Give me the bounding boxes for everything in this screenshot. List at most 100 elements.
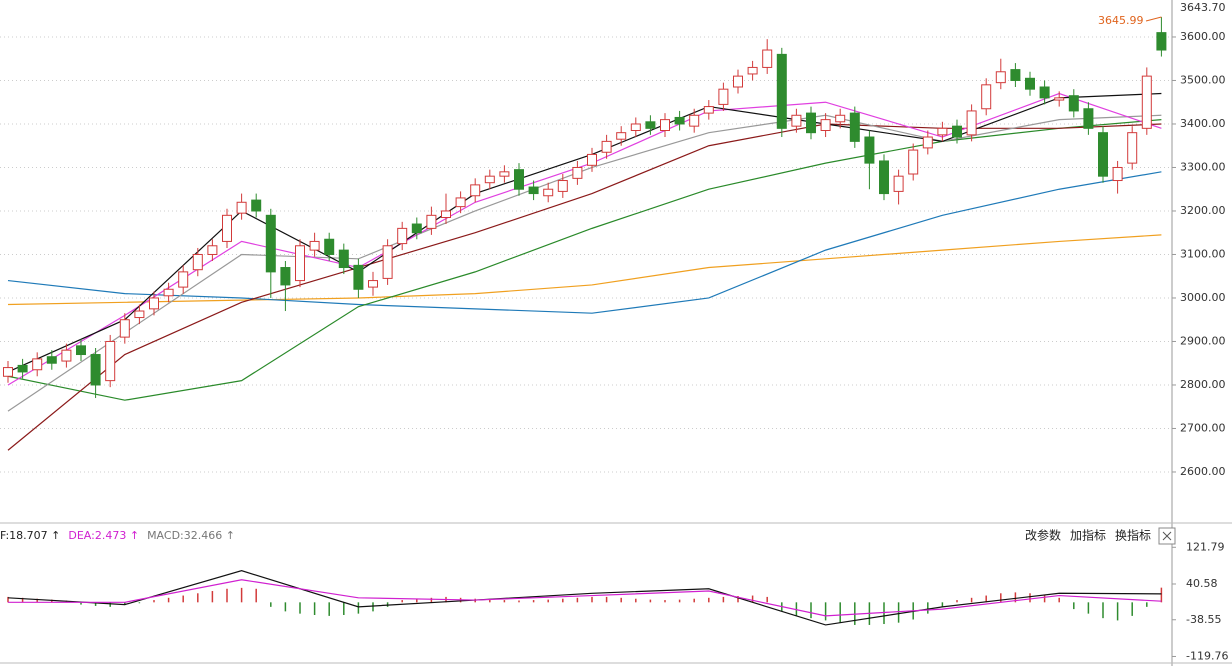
candle-body — [703, 106, 714, 114]
macd-legend: DEA:2.473 ↑ — [68, 529, 139, 542]
candle-body — [382, 245, 393, 279]
candle-body — [324, 238, 335, 255]
indicator-button[interactable]: 改参数 — [1025, 528, 1061, 543]
candle-body — [1039, 86, 1050, 99]
candle-body — [630, 123, 641, 131]
y-tick-label: 2700.00 — [1180, 421, 1226, 434]
candle-body — [864, 136, 875, 164]
candle-body — [1156, 32, 1167, 51]
candle-body — [762, 49, 773, 68]
candle-body — [178, 271, 189, 288]
candle-body — [163, 288, 174, 297]
candle-body — [908, 149, 919, 175]
candle-body — [601, 140, 612, 153]
y-tick-label: 3400.00 — [1180, 117, 1226, 130]
candle-body — [1112, 166, 1123, 182]
candle-body — [995, 71, 1006, 84]
candle-body — [149, 297, 159, 310]
candle-body — [499, 171, 510, 177]
candle-body — [1098, 132, 1108, 177]
candle-body — [76, 345, 86, 356]
ma-line — [7, 123, 1162, 451]
candle-body — [674, 116, 685, 125]
candle-body — [543, 188, 554, 197]
candle-body — [733, 75, 743, 88]
candle-body — [17, 364, 28, 373]
candle-body — [528, 186, 539, 195]
y-tick-label: 3200.00 — [1180, 204, 1226, 217]
candle-body — [572, 166, 583, 179]
y-tick-label: 3500.00 — [1180, 73, 1226, 86]
candle-body — [236, 201, 247, 214]
candle-body — [791, 114, 802, 127]
candle-body — [981, 84, 992, 110]
y-tick-label: 2900.00 — [1180, 334, 1226, 347]
y-tick-label: -119.76 — [1186, 649, 1228, 662]
candle-body — [222, 214, 232, 242]
candle-body — [937, 127, 948, 136]
annotation: 3645.99 — [1098, 14, 1144, 27]
candle-body — [893, 175, 904, 192]
candle-body — [616, 132, 627, 140]
candle-body — [32, 358, 43, 371]
ma-line — [7, 119, 1162, 401]
candle-body — [90, 354, 101, 386]
candle-body — [353, 264, 364, 290]
top-price-label: 3643.70 — [1180, 1, 1226, 14]
candle-body — [747, 66, 758, 75]
candle-body — [689, 114, 700, 127]
candle-body — [397, 227, 408, 245]
candle-body — [265, 214, 276, 273]
candle-body — [251, 199, 262, 212]
candle-body — [1083, 108, 1094, 129]
y-tick-label: 121.79 — [1186, 540, 1225, 553]
close-icon — [1162, 531, 1172, 541]
candle-body — [966, 110, 977, 136]
candle-body — [952, 125, 962, 138]
candle-body — [1141, 75, 1152, 129]
candle-body — [922, 136, 933, 149]
candle-body — [338, 249, 349, 269]
candle-body — [835, 114, 846, 123]
candle-body — [119, 319, 130, 338]
y-tick-label: 3600.00 — [1180, 30, 1226, 43]
candle-body — [207, 245, 218, 255]
y-tick-label: 3000.00 — [1180, 291, 1226, 304]
candle-body — [660, 119, 670, 131]
y-tick-label: 3300.00 — [1180, 160, 1226, 173]
candle-body — [441, 210, 451, 219]
y-tick-label: -38.55 — [1186, 613, 1221, 626]
ma-line — [7, 234, 1162, 306]
candle-body — [587, 153, 597, 166]
candle-body — [776, 53, 787, 129]
candle-body — [1010, 69, 1021, 81]
candle-body — [61, 349, 72, 362]
macd-legend: MACD:32.466 ↑ — [147, 529, 235, 542]
candle-body — [645, 121, 656, 129]
y-tick-label: 3100.00 — [1180, 247, 1226, 260]
candle-body — [426, 214, 437, 229]
candle-body — [879, 160, 889, 195]
candle-body — [514, 169, 524, 190]
candle-body — [1068, 95, 1079, 112]
candle-body — [280, 267, 291, 286]
candle-body — [718, 88, 729, 105]
candle-body — [295, 245, 305, 282]
indicator-button[interactable]: 换指标 — [1115, 528, 1151, 543]
candle-body — [470, 184, 481, 197]
candle-body — [484, 175, 495, 184]
candle-body — [1054, 97, 1065, 101]
y-tick-label: 2600.00 — [1180, 465, 1226, 478]
candle-body — [820, 119, 831, 131]
candle-body — [368, 280, 378, 288]
indicator-button[interactable]: 加指标 — [1070, 528, 1106, 543]
candle-body — [3, 367, 13, 377]
y-tick-label: 2800.00 — [1180, 378, 1226, 391]
candle-body — [849, 112, 860, 142]
candle-body — [411, 223, 422, 234]
candle-body — [455, 197, 466, 208]
candle-body — [309, 240, 320, 251]
